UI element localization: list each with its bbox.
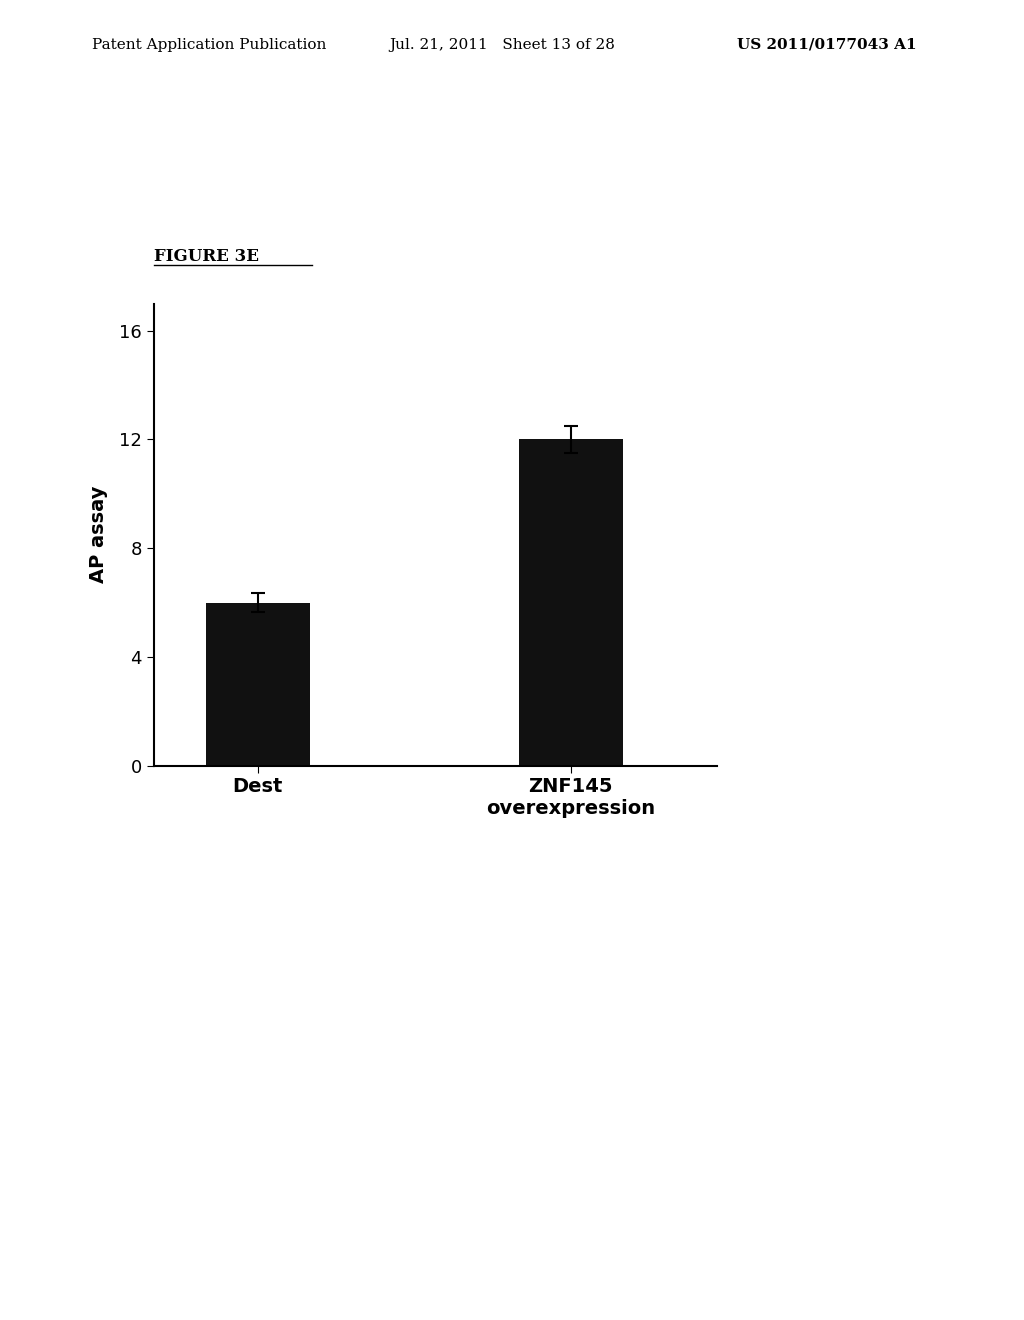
Text: Jul. 21, 2011   Sheet 13 of 28: Jul. 21, 2011 Sheet 13 of 28	[389, 38, 615, 51]
Text: US 2011/0177043 A1: US 2011/0177043 A1	[737, 38, 916, 51]
Text: FIGURE 3E: FIGURE 3E	[154, 248, 259, 265]
Bar	[206, 602, 310, 766]
Bar	[518, 440, 623, 766]
Text: Patent Application Publication: Patent Application Publication	[92, 38, 327, 51]
Y-axis label: AP assay: AP assay	[89, 486, 108, 583]
